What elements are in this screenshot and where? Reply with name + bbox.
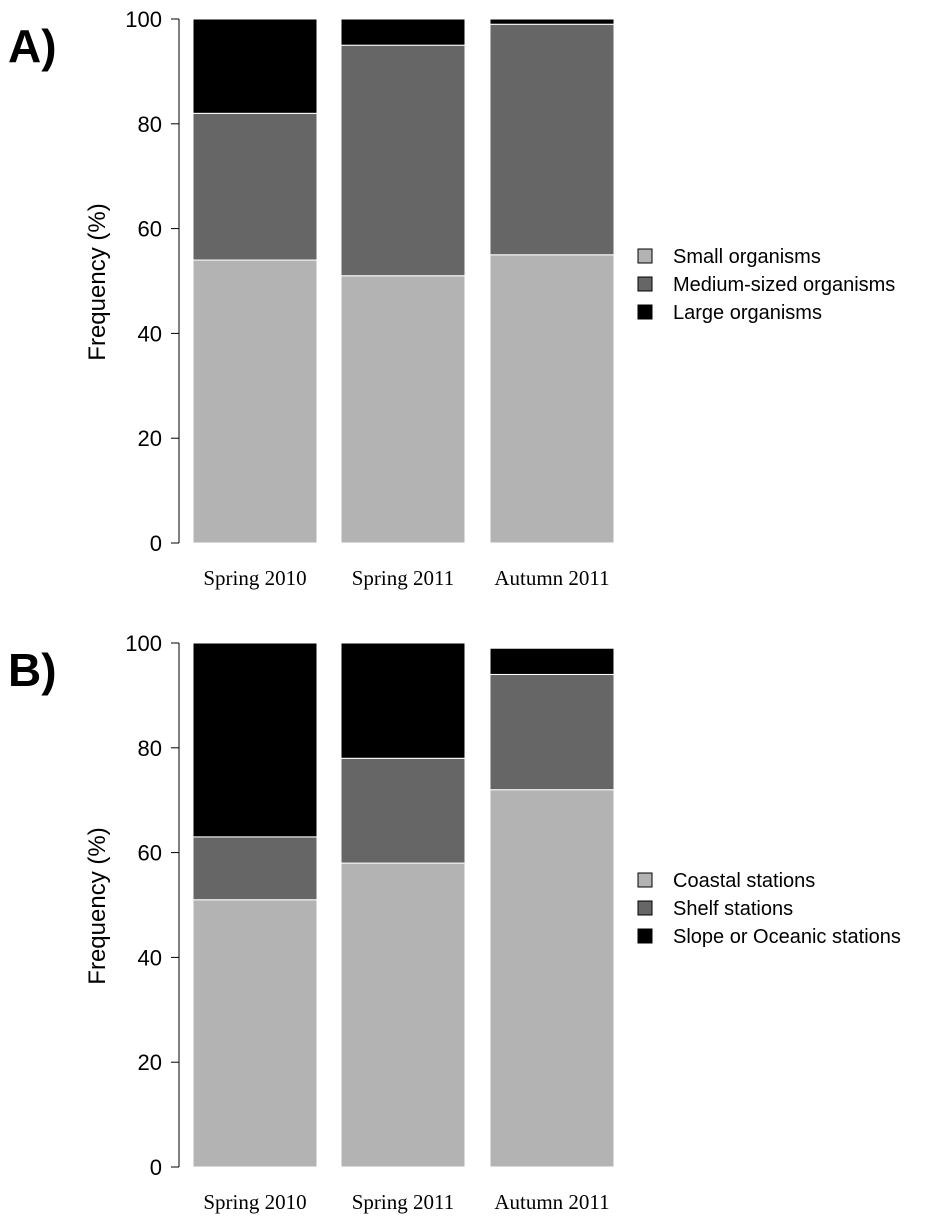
legend-swatch — [637, 900, 653, 916]
y-tick-label: 80 — [138, 736, 162, 761]
legend-label: Medium-sized organisms — [673, 274, 895, 296]
y-tick-label: 20 — [138, 426, 162, 451]
bar-segment — [489, 18, 615, 25]
legend-swatch — [637, 276, 653, 292]
legend-label: Slope or Oceanic stations — [673, 926, 901, 948]
bar-segment — [489, 673, 615, 791]
legend: Small organisms Medium-sized organisms Lar… — [637, 246, 895, 324]
bars — [192, 642, 615, 1168]
y-tick-label: 80 — [138, 112, 162, 137]
y-axis: 0 20 40 60 80 100 — [125, 7, 180, 556]
bar-segment — [192, 899, 318, 1168]
bar-segment — [340, 757, 466, 864]
panel-label: A) — [8, 20, 57, 72]
legend-swatch — [637, 248, 653, 264]
panel-b: B) Frequency (%) 0 20 40 60 80 100 Spring 201… — [8, 631, 901, 1214]
bar-segment — [489, 647, 615, 675]
y-tick-label: 40 — [138, 945, 162, 970]
y-axis-title: Frequency (%) — [84, 827, 111, 984]
y-tick-label: 0 — [150, 531, 162, 556]
y-tick-label: 60 — [138, 217, 162, 242]
bar-segment — [192, 642, 318, 838]
bar-segment — [192, 836, 318, 901]
x-tick-label: Spring 2011 — [352, 566, 454, 590]
bar-segment — [340, 18, 466, 46]
legend-label: Shelf stations — [673, 898, 793, 920]
bar-segment — [192, 112, 318, 261]
legend-label: Large organisms — [673, 302, 822, 324]
legend-swatch — [637, 928, 653, 944]
y-tick-label: 0 — [150, 1155, 162, 1180]
x-tick-label: Spring 2011 — [352, 1190, 454, 1214]
y-tick-label: 40 — [138, 321, 162, 346]
y-axis: 0 20 40 60 80 100 — [125, 631, 180, 1180]
bars — [192, 18, 615, 544]
bar-segment — [340, 642, 466, 759]
panel-a: A) Frequency (%) 0 20 40 60 80 100 Spring 201… — [8, 7, 895, 590]
bar-segment — [489, 23, 615, 256]
y-tick-label: 100 — [125, 7, 162, 32]
legend-label: Small organisms — [673, 246, 821, 268]
x-tick-label: Spring 2010 — [203, 1190, 306, 1214]
legend-swatch — [637, 872, 653, 888]
panel-label: B) — [8, 644, 57, 696]
bar-segment — [489, 789, 615, 1168]
bar-segment — [489, 254, 615, 544]
y-axis-title: Frequency (%) — [84, 203, 111, 360]
bar-segment — [340, 275, 466, 544]
x-tick-labels: Spring 2010 Spring 2011 Autumn 2011 — [203, 1190, 609, 1214]
x-tick-labels: Spring 2010 Spring 2011 Autumn 2011 — [203, 566, 609, 590]
legend: Coastal stations Shelf stations Slope or O… — [637, 870, 901, 948]
x-tick-label: Spring 2010 — [203, 566, 306, 590]
y-tick-label: 20 — [138, 1050, 162, 1075]
bar-segment — [340, 44, 466, 277]
y-tick-label: 60 — [138, 841, 162, 866]
x-tick-label: Autumn 2011 — [494, 566, 609, 590]
legend-label: Coastal stations — [673, 870, 815, 892]
bar-segment — [192, 259, 318, 544]
bar-segment — [340, 862, 466, 1168]
x-tick-label: Autumn 2011 — [494, 1190, 609, 1214]
y-tick-label: 100 — [125, 631, 162, 656]
legend-swatch — [637, 304, 653, 320]
bar-segment — [192, 18, 318, 114]
